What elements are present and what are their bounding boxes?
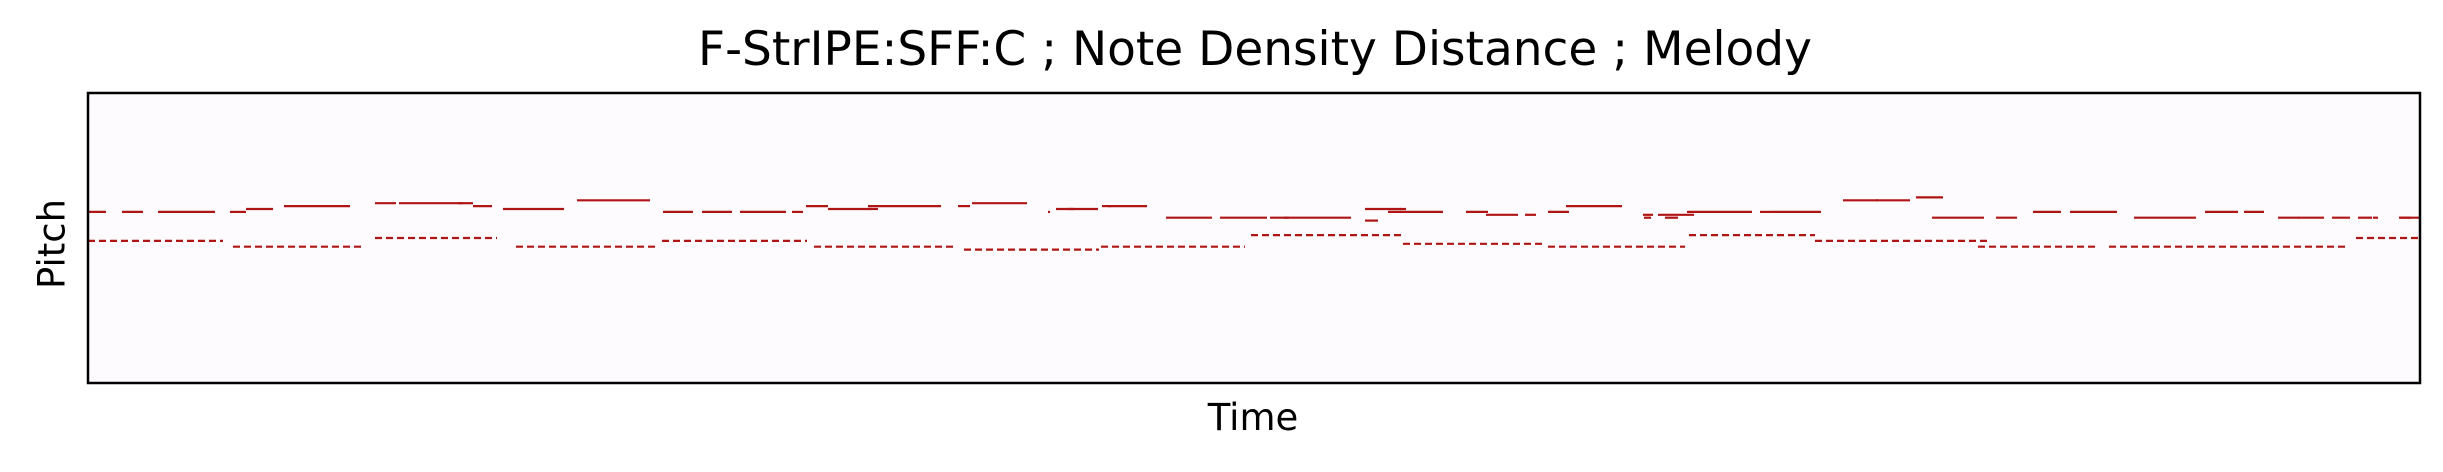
y-axis-label: Pitch: [30, 198, 74, 290]
plot-area: [86, 91, 2422, 385]
notes-layer: [88, 196, 2420, 251]
plot-frame: [86, 91, 2422, 385]
piano-roll-plot: [86, 91, 2422, 385]
chart-title: F-StrIPE:SFF:C ; Note Density Distance ;…: [698, 22, 1812, 77]
plot-background: [88, 93, 2420, 383]
x-axis-label: Time: [1207, 396, 1299, 439]
